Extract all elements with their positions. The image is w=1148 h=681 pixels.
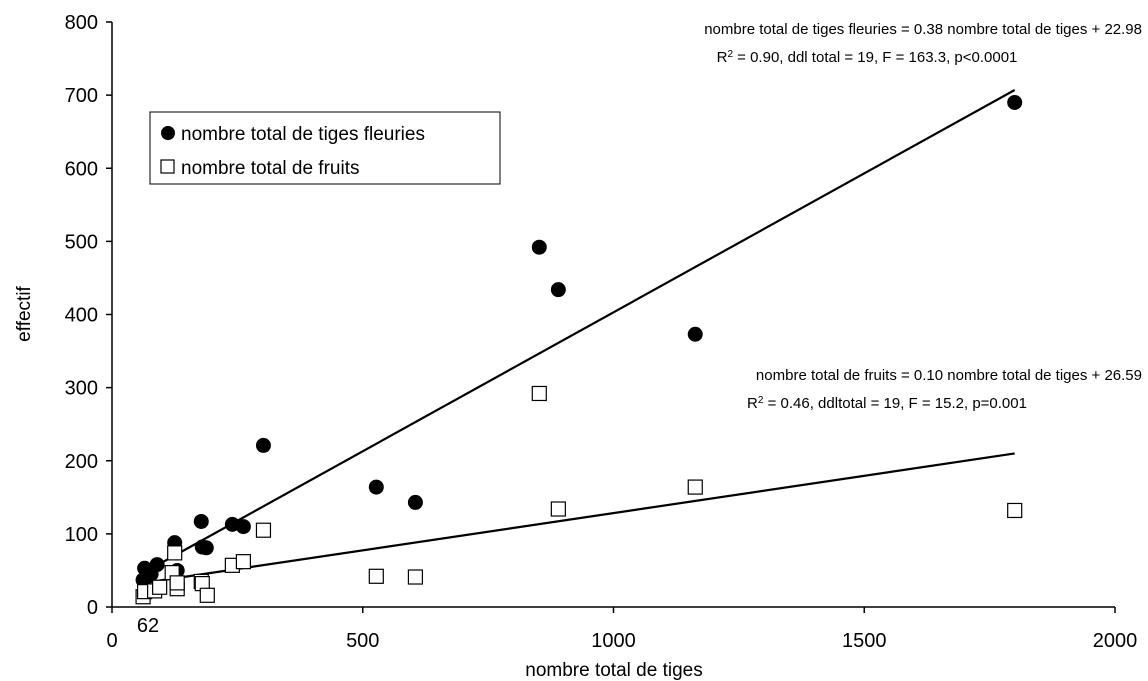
trendline-fruits <box>142 452 1015 585</box>
point-flowering-stems-14 <box>407 494 423 510</box>
point-flowering-stems-12 <box>255 437 271 453</box>
equation-flowering-stems: nombre total de tiges fleuries = 0.38 no… <box>704 21 1142 38</box>
point-fruits-10 <box>199 587 215 603</box>
stats-fruits: R2 = 0.46, ddltotal = 19, F = 15.2, p=0.… <box>747 395 1027 413</box>
point-fruits-14 <box>368 568 384 584</box>
x-tick-label-62: 62 <box>137 615 159 637</box>
equation-fruits: nombre total de fruits = 0.10 nombre tot… <box>756 367 1142 384</box>
point-fruits-5 <box>167 545 183 561</box>
legend-label-fruits: nombre total de fruits <box>181 158 359 179</box>
series-fruits-points <box>135 385 1023 605</box>
point-fruits-3 <box>152 579 168 595</box>
point-flowering-stems-7 <box>193 513 209 529</box>
stats-flowering-stems: R2 = 0.90, ddl total = 19, F = 163.3, p<… <box>717 49 1018 67</box>
point-flowering-stems-11 <box>235 519 251 535</box>
y-tick-label-100: 100 <box>65 524 98 546</box>
y-tick-label-600: 600 <box>65 158 98 180</box>
point-fruits-18 <box>687 479 703 495</box>
y-tick-label-500: 500 <box>65 231 98 253</box>
trendline-flowering-stems <box>142 89 1016 574</box>
x-tick-label-1000: 1000 <box>591 630 636 652</box>
y-tick-label-200: 200 <box>65 451 98 473</box>
x-tick-label-500: 500 <box>346 630 379 652</box>
legend-marker-open-square <box>160 159 175 174</box>
series-flowering-stems-points <box>135 94 1023 588</box>
x-axis-ticks: 0 500 1000 1500 2000 <box>106 607 1137 652</box>
point-fruits-17 <box>550 501 566 517</box>
point-fruits-12 <box>235 554 251 570</box>
y-tick-label-0: 0 <box>87 597 98 619</box>
point-flowering-stems-15 <box>531 239 547 255</box>
y-axis-ticks: 0 100 200 300 400 500 600 700 800 <box>65 12 112 619</box>
x-axis-label: nombre total de tiges <box>525 660 702 681</box>
point-flowering-stems-17 <box>687 326 703 342</box>
point-fruits-7 <box>169 575 185 591</box>
point-fruits-15 <box>407 569 424 585</box>
point-flowering-stems-4 <box>149 557 165 573</box>
x-tick-label-2000: 2000 <box>1093 630 1138 652</box>
y-axis-label: effectif <box>14 285 35 341</box>
point-flowering-stems-18 <box>1007 94 1023 110</box>
point-flowering-stems-9 <box>198 540 214 556</box>
point-fruits-13 <box>255 522 272 538</box>
legend-marker-filled-circle <box>161 126 175 140</box>
y-tick-label-700: 700 <box>65 85 98 107</box>
y-tick-label-400: 400 <box>65 305 98 327</box>
point-flowering-stems-13 <box>368 479 384 495</box>
point-fruits-16 <box>531 385 547 402</box>
x-tick-label-0: 0 <box>106 630 117 652</box>
legend: nombre total de tiges fleuries nombre to… <box>149 111 501 185</box>
y-tick-label-800: 800 <box>65 12 98 34</box>
point-flowering-stems-16 <box>550 282 566 298</box>
y-tick-label-300: 300 <box>65 378 98 400</box>
legend-label-flowering-stems: nombre total de tiges fleuries <box>181 124 425 145</box>
point-fruits-19 <box>1007 502 1023 519</box>
x-tick-label-1500: 1500 <box>842 630 887 652</box>
legend-box <box>149 111 501 185</box>
